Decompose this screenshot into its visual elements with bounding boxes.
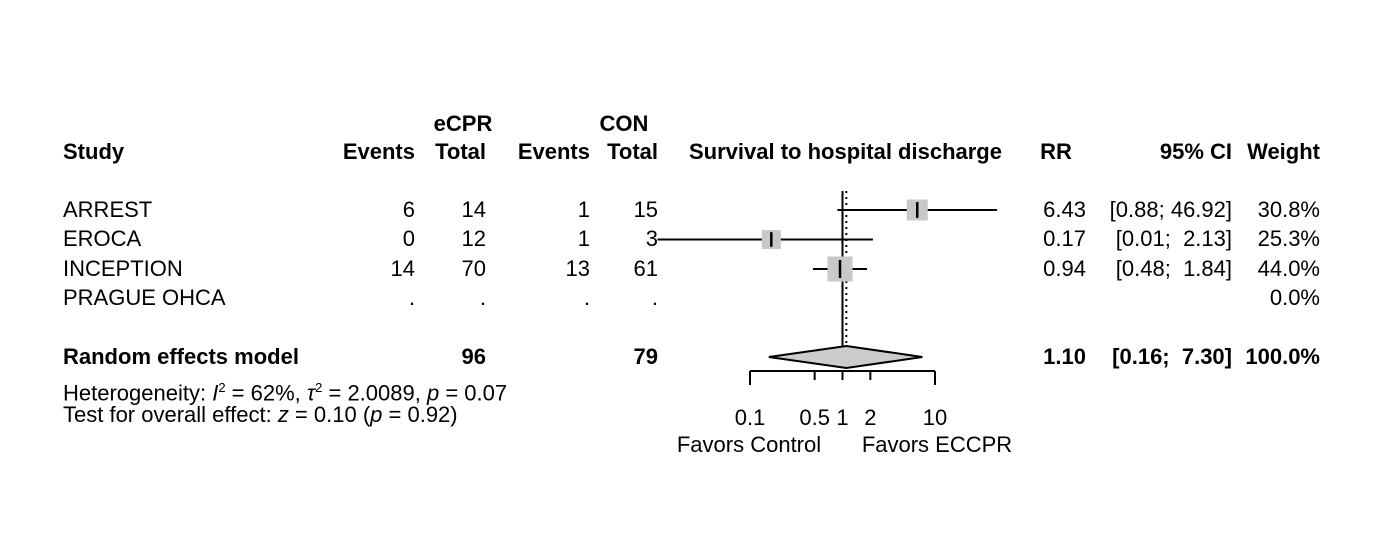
con-total-value: 61 — [633, 256, 658, 281]
study-name: EROCA — [63, 226, 142, 251]
group-header-ecpr: eCPR — [433, 111, 493, 136]
column-header-ci: 95% CI — [1159, 139, 1232, 164]
rr-value: 0.94 — [1043, 256, 1086, 281]
ecpr-events-value: 14 — [390, 256, 415, 281]
ecpr-total-value: . — [479, 285, 486, 310]
pooled-con-total: 79 — [633, 344, 658, 369]
column-header-weight: Weight — [1247, 139, 1320, 164]
x-axis-tick-label: 0.1 — [735, 405, 766, 430]
x-axis-tick-label: 0.5 — [799, 405, 830, 430]
ecpr-events-value: 6 — [402, 197, 415, 222]
favors-eccpr-label: Favors ECCPR — [861, 432, 1013, 457]
weight-value: 0.0% — [1269, 285, 1320, 310]
study-name: PRAGUE OHCA — [63, 285, 226, 310]
study-name: INCEPTION — [63, 256, 183, 281]
column-header-events-ecpr: Events — [342, 139, 415, 164]
column-header-total-con: Total — [607, 139, 658, 164]
con-events-value: . — [583, 285, 590, 310]
con-total-value: 3 — [645, 226, 658, 251]
ecpr-events-value: 0 — [402, 226, 415, 251]
con-events-value: 13 — [565, 256, 590, 281]
overall-effect-note: Test for overall effect: z = 0.10 (p = 0… — [63, 402, 458, 427]
ecpr-total-value: 14 — [461, 197, 486, 222]
pooled-ecpr-total: 96 — [461, 344, 486, 369]
x-axis-tick-label: 2 — [864, 405, 876, 430]
group-header-con: CON — [599, 111, 649, 136]
column-header-rr: RR — [1040, 139, 1072, 164]
study-name: ARREST — [63, 197, 153, 222]
weight-value: 30.8% — [1257, 197, 1320, 222]
ci-value: [0.88; 46.92] — [1109, 197, 1232, 222]
x-axis-tick-label: 10 — [923, 405, 947, 430]
x-axis-tick-label: 1 — [836, 405, 848, 430]
con-total-value: 15 — [633, 197, 658, 222]
con-events-value: 1 — [577, 197, 590, 222]
plot-title: Survival to hospital discharge — [689, 139, 1002, 164]
ecpr-total-value: 70 — [461, 256, 486, 281]
ecpr-total-value: 12 — [461, 226, 486, 251]
ci-value: [0.01; 2.13] — [1115, 226, 1232, 251]
ci-value: [0.48; 1.84] — [1115, 256, 1232, 281]
pooled-weight-value: 100.0% — [1245, 344, 1320, 369]
con-events-value: 1 — [577, 226, 590, 251]
con-total-value: . — [651, 285, 658, 310]
weight-value: 44.0% — [1257, 256, 1320, 281]
rr-value: 0.17 — [1043, 226, 1086, 251]
column-header-events-con: Events — [517, 139, 590, 164]
pooled-rr-value: 1.10 — [1043, 344, 1086, 369]
pooled-diamond — [768, 344, 923, 370]
weight-value: 25.3% — [1257, 226, 1320, 251]
heterogeneity-note: Heterogeneity: I2 = 62%, τ2 = 2.0089, p … — [63, 380, 508, 406]
column-header-total-ecpr: Total — [435, 139, 486, 164]
pooled-ci-value: [0.16; 7.30] — [1112, 344, 1232, 369]
pooled-model-label: Random effects model — [63, 344, 299, 369]
column-header-study: Study — [63, 139, 125, 164]
favors-control-label: Favors Control — [676, 432, 822, 457]
rr-value: 6.43 — [1043, 197, 1086, 222]
ecpr-events-value: . — [408, 285, 415, 310]
